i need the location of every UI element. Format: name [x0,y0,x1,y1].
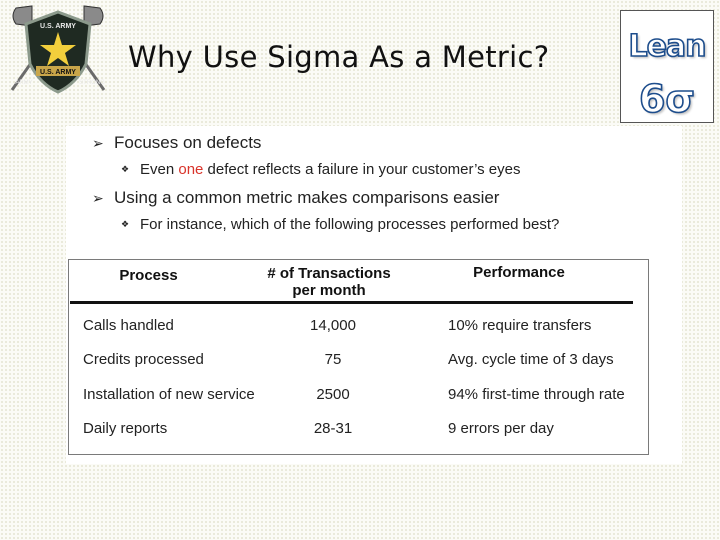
diamond-bullet-icon: ❖ [121,219,130,229]
cell-performance: 9 errors per day [448,420,554,437]
logo-banner-text: U.S. ARMY [40,69,76,76]
header-process: Process [119,267,178,284]
logo-banner [36,66,80,76]
cell-process: Calls handled [83,317,174,334]
logo-right-text: STRONG [79,80,105,86]
cell-transactions: 75 [324,351,342,368]
cell-performance: Avg. cycle time of 3 days [448,351,614,368]
arrow-bullet-icon: ➢ [92,190,104,206]
lean-word: Lean [628,28,708,65]
bullet-text: Focuses on defects [114,133,262,152]
lean-six-sigma-badge: Lean 6σ [620,10,714,123]
cell-transactions: 14,000 [310,317,356,334]
cell-performance: 94% first-time through rate [448,386,625,403]
logo-left-text: ARMY [15,80,32,86]
header-divider [70,301,633,304]
star-icon [40,32,76,66]
subbullet-text: Even one defect reflects a failure in yo… [140,161,521,178]
cell-performance: 10% require transfers [448,317,592,334]
diamond-bullet-icon: ❖ [121,164,130,174]
subbullet-text: For instance, which of the following pro… [140,216,560,233]
cell-transactions: 28-31 [313,420,353,437]
header-performance: Performance [473,264,565,281]
logo-top-text: U.S. ARMY [40,23,76,30]
six-sigma-symbol: 6σ [638,76,696,122]
cell-process: Installation of new service [83,386,255,403]
highlight-one: one [178,161,204,178]
bullet-text: Using a common metric makes comparisons … [114,188,500,207]
header-transactions: # of Transactions per month [267,265,391,299]
army-logo: U.S. ARMY U.S. ARMY ARMY STRONG [10,5,106,94]
arrow-bullet-icon: ➢ [92,135,104,151]
cell-process: Daily reports [83,420,168,437]
cell-process: Credits processed [83,351,204,368]
cell-transactions: 2500 [316,386,350,403]
process-comparison-table: Process # of Transactions per month Perf… [68,259,649,455]
slide-title: Why Use Sigma As a Metric? [128,40,550,74]
